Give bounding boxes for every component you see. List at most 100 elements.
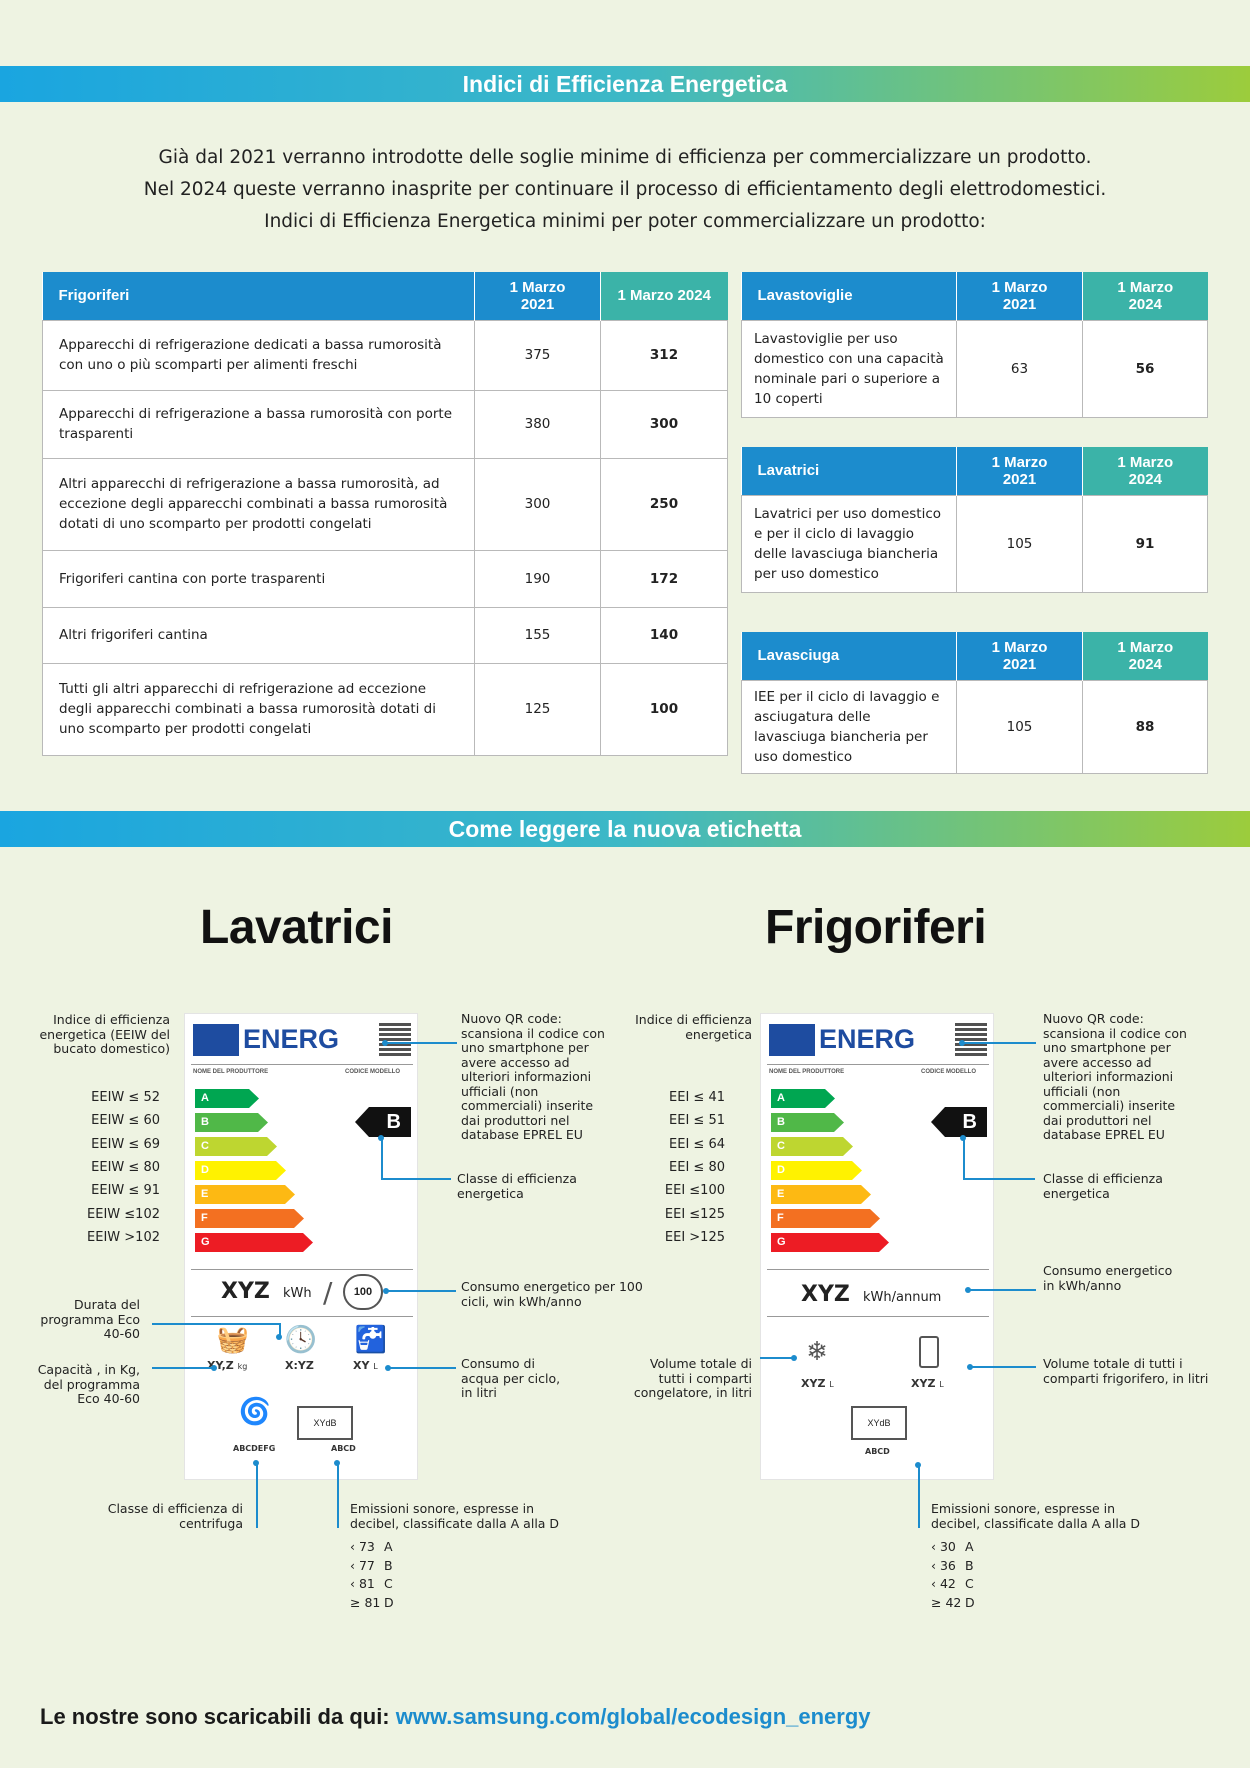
row-value-2021: 155: [474, 606, 601, 664]
lavatrici-header-name: Lavatrici: [741, 447, 957, 495]
scale-arrow-e: E: [195, 1185, 295, 1204]
right-index-label: Indice di efficienza energetica: [635, 1012, 752, 1042]
row-value-2021: 300: [474, 457, 601, 551]
class-threshold: EEIW ≤ 80: [91, 1159, 160, 1175]
scale-arrow-d: D: [771, 1161, 862, 1180]
intro-line-1: Già dal 2021 verranno introdotte delle s…: [158, 147, 1092, 168]
duration-value: X:YZ: [285, 1359, 314, 1372]
speaker-icon: XYdB: [851, 1406, 907, 1440]
left-capacity-label: Capacità , in Kg, del programma Eco 40-6…: [37, 1362, 140, 1406]
lavasciuga-header-2021: 1 Marzo 2021: [956, 632, 1083, 680]
class-threshold: EEIW ≤ 91: [91, 1183, 160, 1199]
row-label: Apparecchi di refrigerazione dedicati a …: [42, 319, 475, 391]
connector-noise: [918, 1464, 920, 1528]
connector-capacity: [152, 1367, 214, 1369]
table-row: Apparecchi di refrigerazione dedicati a …: [42, 319, 728, 391]
row-label: IEE per il ciclo di lavaggio e asciugatu…: [741, 679, 957, 774]
scale-arrow-b: B: [195, 1113, 268, 1132]
class-threshold: EEIW ≤ 60: [91, 1113, 160, 1129]
connector-duration: [152, 1323, 280, 1325]
freezer-volume: XYZ L: [801, 1377, 834, 1390]
left-duration-label: Durata del programma Eco 40-60: [40, 1297, 140, 1341]
class-threshold: EEI ≤125: [664, 1206, 725, 1222]
frigo-header-2024: 1 Marzo 2024: [600, 272, 728, 320]
row-value-2021: 190: [474, 549, 601, 608]
footer-text: Le nostre sono scaricabili da qui:: [40, 1704, 390, 1729]
energy-consumption-unit: kWh: [283, 1286, 312, 1301]
spin-scale: ABCDEFG: [233, 1444, 276, 1453]
right-qr-label: Nuovo QR code: scansiona il codice con u…: [1043, 1011, 1187, 1142]
banner-efficiency: Indici di Efficienza Energetica: [0, 66, 1250, 102]
left-spin-label: Classe di efficienza di centrifuga: [107, 1501, 243, 1531]
connector-class: [381, 1138, 383, 1180]
connector-spin: [256, 1462, 258, 1528]
row-value-2024: 91: [1082, 494, 1208, 593]
lavasciuga-header-name: Lavasciuga: [741, 632, 957, 680]
fridge-icon: [919, 1336, 939, 1368]
lavatrici-table: Lavatrici 1 Marzo 2021 1 Marzo 2024 Lava…: [741, 447, 1208, 593]
table-row: Frigoriferi cantina con porte trasparent…: [42, 549, 728, 608]
energy-consumption-value: XYZ: [801, 1282, 850, 1307]
footer: Le nostre sono scaricabili da qui: www.s…: [40, 1704, 871, 1730]
intro-text: Già dal 2021 verranno introdotte delle s…: [0, 142, 1250, 238]
noise-threshold: ‹ 73 A: [350, 1539, 393, 1554]
connector-water: [388, 1367, 456, 1369]
left-consumption-label: Consumo energetico per 100 cicli, win kW…: [461, 1279, 643, 1309]
spin-icon: 🌀: [238, 1396, 272, 1426]
class-threshold: EEIW >102: [87, 1229, 160, 1245]
row-value-2021: 63: [956, 319, 1083, 418]
row-value-2024: 172: [600, 549, 728, 608]
scale-arrow-g: G: [771, 1233, 889, 1252]
footer-link[interactable]: www.samsung.com/global/ecodesign_energy: [395, 1704, 871, 1729]
row-value-2024: 56: [1082, 319, 1208, 418]
scale-arrow-f: F: [771, 1209, 880, 1228]
row-label: Lavatrici per uso domestico e per il cic…: [741, 494, 957, 593]
noise-scale: ABCD: [865, 1447, 890, 1456]
scale-arrow-c: C: [195, 1137, 277, 1156]
model-code: CODICE MODELLO: [921, 1069, 976, 1075]
lavasciuga-header-2024: 1 Marzo 2024: [1082, 632, 1208, 680]
row-value-2021: 380: [474, 389, 601, 459]
lavastoviglie-header-2021: 1 Marzo 2021: [956, 272, 1083, 320]
left-title: Lavatrici: [200, 901, 393, 954]
table-row: Lavastoviglie per uso domestico con una …: [741, 319, 1208, 418]
lavatrici-header-2021: 1 Marzo 2021: [956, 447, 1083, 495]
row-value-2024: 140: [600, 606, 728, 664]
scale-arrow-a: A: [771, 1089, 835, 1108]
right-fridge-label: Volume totale di tutti i comparti frigor…: [1043, 1356, 1209, 1386]
lavastoviglie-header-name: Lavastoviglie: [741, 272, 957, 320]
row-value-2024: 88: [1082, 679, 1208, 774]
right-consumption-label: Consumo energetico in kWh/anno: [1043, 1263, 1173, 1293]
connector-qr: [962, 1042, 1036, 1044]
scale-arrow-g: G: [195, 1233, 313, 1252]
table-row: Tutti gli altri apparecchi di refrigeraz…: [42, 662, 728, 756]
water-value: XY L: [353, 1359, 378, 1372]
noise-threshold: ‹ 30 A: [931, 1539, 974, 1554]
table-row: Altri apparecchi di refrigerazione a bas…: [42, 457, 728, 551]
row-label: Lavastoviglie per uso domestico con una …: [741, 319, 957, 418]
right-noise-label: Emissioni sonore, espresse in decibel, c…: [931, 1501, 1141, 1531]
table-row: IEE per il ciclo di lavaggio e asciugatu…: [741, 679, 1208, 774]
scale-arrow-a: A: [195, 1089, 259, 1108]
right-freezer-label: Volume totale di tutti i comparti congel…: [633, 1356, 752, 1400]
class-threshold: EEI ≤ 51: [669, 1113, 725, 1129]
qr-code-icon: [955, 1022, 987, 1056]
connector-fridge: [970, 1366, 1036, 1368]
noise-scale: ABCD: [331, 1444, 356, 1453]
row-value-2021: 105: [956, 679, 1083, 774]
class-threshold: EEIW ≤102: [87, 1206, 160, 1222]
energy-consumption-unit: kWh/annum: [863, 1290, 942, 1305]
row-value-2021: 105: [956, 494, 1083, 593]
table-row: Lavatrici per uso domestico e per il cic…: [741, 494, 1208, 593]
class-threshold: EEIW ≤ 69: [91, 1136, 160, 1152]
scale-arrow-e: E: [771, 1185, 871, 1204]
scale-arrow-b: B: [771, 1113, 844, 1132]
energy-consumption-value: XYZ: [221, 1279, 270, 1304]
energy-class-badge: B: [355, 1107, 411, 1137]
row-value-2024: 250: [600, 457, 728, 551]
intro-line-2: Nel 2024 queste verranno inasprite per c…: [143, 179, 1107, 200]
snowflake-icon: ❄: [806, 1336, 828, 1366]
energy-class-badge: B: [931, 1107, 987, 1137]
row-label: Altri frigoriferi cantina: [42, 606, 475, 664]
row-label: Frigoriferi cantina con porte trasparent…: [42, 549, 475, 608]
